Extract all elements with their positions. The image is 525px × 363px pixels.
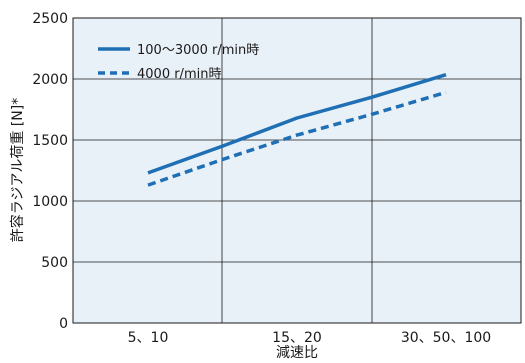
plot-background <box>73 18 521 323</box>
y-tick-label-5: 2500 <box>32 11 68 27</box>
series-line-0 <box>147 73 447 175</box>
legend: 100～3000 r/min時 4000 r/min時 <box>98 43 259 82</box>
y-tick-label-2: 1000 <box>32 194 68 210</box>
y-tick-label-3: 1500 <box>32 133 68 149</box>
grid-lines <box>73 18 521 323</box>
series-line-1 <box>147 90 447 187</box>
plot-frame <box>72 17 522 324</box>
x-tick-label-2: 30、50、100 <box>401 330 491 346</box>
y-tick-label-0: 0 <box>59 316 68 332</box>
legend-label-1: 4000 r/min時 <box>137 67 221 82</box>
y-tick-label-4: 2000 <box>32 72 68 88</box>
x-tick-label-1: 15、20 <box>272 330 322 346</box>
series-lines <box>147 73 447 187</box>
y-axis-ticks: 0 500 1000 1500 2000 2500 <box>32 11 68 332</box>
y-axis-title: 許容ラジアル荷重 [N]* <box>9 98 26 242</box>
x-axis-ticks: 5、10 15、20 30、50、100 <box>128 330 492 346</box>
x-axis-title: 減速比 <box>276 344 318 361</box>
x-tick-label-0: 5、10 <box>128 330 169 346</box>
y-tick-label-1: 500 <box>41 255 68 271</box>
legend-label-0: 100～3000 r/min時 <box>137 43 259 58</box>
